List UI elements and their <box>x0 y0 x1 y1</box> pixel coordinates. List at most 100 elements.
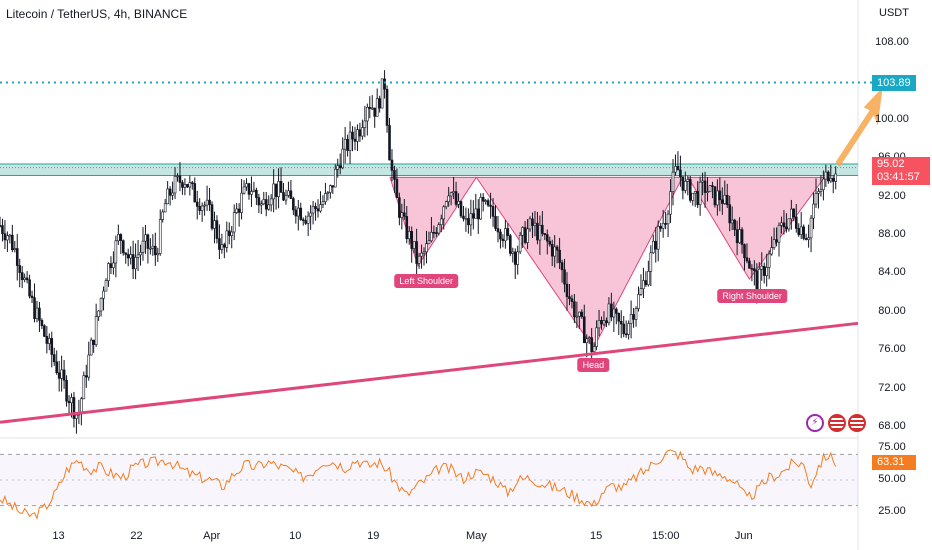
candle-body <box>686 179 690 182</box>
candle-body <box>23 277 26 280</box>
candle-body <box>745 257 749 262</box>
candle-body <box>368 106 372 109</box>
candle-body <box>827 171 830 182</box>
candle-body <box>706 191 709 193</box>
candle-body <box>124 252 128 255</box>
pattern-label: Left Shoulder <box>394 273 458 288</box>
candle-body <box>721 199 724 204</box>
candle-body <box>780 222 783 226</box>
candle-body <box>200 205 204 211</box>
candle-body <box>99 298 103 312</box>
candle-body <box>393 170 396 180</box>
candle-body <box>523 227 527 243</box>
candle-body <box>521 227 524 236</box>
candle-body <box>378 98 381 109</box>
candle-body <box>661 223 665 229</box>
candle-body <box>802 226 805 239</box>
candle-body <box>489 204 492 207</box>
candle-body <box>575 315 579 318</box>
candle-body <box>333 168 337 188</box>
candle-body <box>146 234 150 249</box>
us-flag-icon-2[interactable] <box>848 414 866 432</box>
candle-body <box>639 288 643 295</box>
candle-body <box>269 198 273 206</box>
time-tick-label: Jun <box>734 530 753 542</box>
candle-body <box>351 131 354 140</box>
candle-body <box>326 192 330 194</box>
candle-body <box>405 216 409 240</box>
candle-body <box>181 182 184 188</box>
candle-body <box>632 314 635 320</box>
candle-body <box>126 254 130 259</box>
candle-body <box>610 303 613 318</box>
candle-body <box>279 181 283 193</box>
candle-body <box>457 201 460 205</box>
time-tick-label: 13 <box>52 530 65 542</box>
candle-body <box>491 206 495 217</box>
overlay-drawings <box>0 81 883 424</box>
candle-body <box>716 190 719 206</box>
grid <box>0 0 859 550</box>
candle-body <box>107 263 110 281</box>
candle-body <box>3 233 7 241</box>
candle-body <box>72 397 76 419</box>
candle-body <box>65 379 68 402</box>
candle-body <box>161 211 165 220</box>
pattern-label: Right Shoulder <box>717 288 787 303</box>
candle-body <box>198 206 201 211</box>
candle-body <box>28 279 31 297</box>
rsi-value-badge: 63.31 <box>872 455 916 470</box>
candle-body <box>688 179 692 201</box>
candle-body <box>50 338 54 355</box>
candle-body <box>309 212 312 217</box>
candle-body <box>250 191 253 195</box>
candle-body <box>363 120 367 128</box>
candle-body <box>62 369 66 381</box>
candle-body <box>104 280 108 292</box>
candle-body <box>156 253 160 256</box>
candle-body <box>824 171 828 180</box>
candle-body <box>114 240 118 264</box>
candle-body <box>134 257 137 270</box>
candle-body <box>762 265 766 276</box>
candle-body <box>20 272 24 280</box>
candle-body <box>109 263 113 268</box>
candle-body <box>785 226 788 230</box>
candle-body <box>607 303 611 324</box>
candle-body <box>479 197 483 220</box>
candle-body <box>235 208 238 213</box>
target-arrow <box>835 87 883 167</box>
candle-body <box>511 251 515 254</box>
candle-body <box>543 233 547 235</box>
candle-body <box>792 208 796 218</box>
candle-body <box>348 131 352 151</box>
candle-body <box>294 209 298 217</box>
price-tick-label: 80.00 <box>878 304 906 317</box>
candle-body <box>33 297 36 319</box>
candle-body <box>102 290 105 299</box>
candle-body <box>767 253 771 268</box>
candle-body <box>698 181 702 206</box>
candle-body <box>664 223 667 225</box>
candle-body <box>121 240 125 254</box>
candle-body <box>452 191 455 194</box>
rsi-line <box>0 449 837 521</box>
candle-body <box>829 178 833 182</box>
candle-body <box>195 201 199 207</box>
candle-body <box>509 235 512 254</box>
price-tick-label: 84.00 <box>878 266 906 279</box>
candle-body <box>284 195 288 201</box>
candle-body <box>696 191 699 206</box>
candle-body <box>563 269 566 285</box>
candle-body <box>398 197 401 218</box>
candle-body <box>390 159 394 171</box>
candle-body <box>277 181 280 198</box>
us-flag-icon[interactable] <box>828 414 846 432</box>
lightning-icon[interactable]: ⚡ <box>806 414 824 432</box>
price-tick-label: 88.00 <box>878 228 906 240</box>
candle-body <box>435 232 438 234</box>
candle-body <box>499 231 502 240</box>
candle-body <box>240 192 243 213</box>
candle-body <box>48 338 51 344</box>
